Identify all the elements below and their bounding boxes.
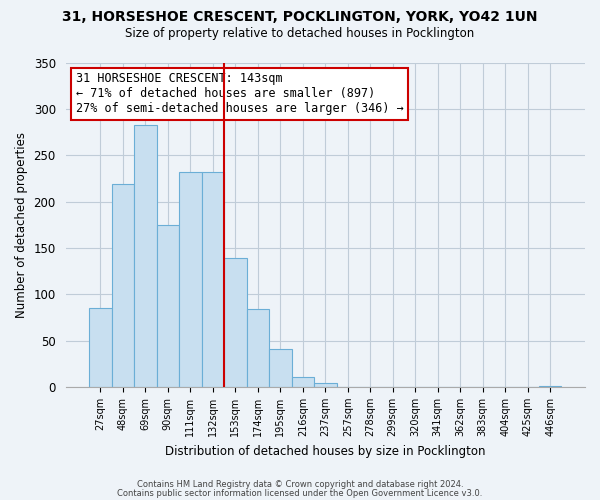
Bar (247, 309, 269, 387)
X-axis label: Distribution of detached houses by size in Pocklington: Distribution of detached houses by size … (165, 444, 485, 458)
Bar (269, 349, 292, 387)
Text: Contains public sector information licensed under the Open Government Licence v3: Contains public sector information licen… (118, 488, 482, 498)
Text: 31 HORSESHOE CRESCENT: 143sqm
← 71% of detached houses are smaller (897)
27% of : 31 HORSESHOE CRESCENT: 143sqm ← 71% of d… (76, 72, 404, 115)
Bar (134, 124, 157, 387)
Bar (89, 308, 112, 387)
Bar (202, 172, 224, 387)
Bar (112, 184, 134, 387)
Bar (314, 383, 337, 387)
Bar (539, 386, 562, 387)
Y-axis label: Number of detached properties: Number of detached properties (15, 132, 28, 318)
Bar (157, 224, 179, 387)
Bar (179, 172, 202, 387)
Text: Size of property relative to detached houses in Pocklington: Size of property relative to detached ho… (125, 28, 475, 40)
Text: Contains HM Land Registry data © Crown copyright and database right 2024.: Contains HM Land Registry data © Crown c… (137, 480, 463, 489)
Text: 31, HORSESHOE CRESCENT, POCKLINGTON, YORK, YO42 1UN: 31, HORSESHOE CRESCENT, POCKLINGTON, YOR… (62, 10, 538, 24)
Bar (224, 258, 247, 387)
Bar (292, 376, 314, 387)
